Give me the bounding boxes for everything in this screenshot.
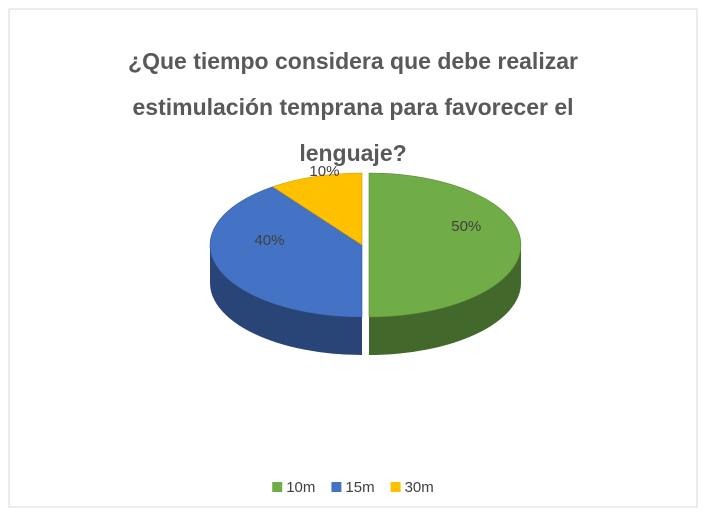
slice-side <box>210 245 362 355</box>
legend-swatch <box>272 482 283 492</box>
legend-label: 15m <box>345 479 374 496</box>
legend-label: 10m <box>286 479 315 496</box>
slice <box>209 186 363 318</box>
slice <box>368 172 522 318</box>
chart-title: ¿Que tiempo considera que debe realizar … <box>128 48 578 166</box>
legend-swatch <box>331 482 342 492</box>
legend-swatch <box>390 482 401 492</box>
slice-side <box>369 245 521 355</box>
slice <box>271 172 363 246</box>
data-label: 40% <box>254 232 284 249</box>
data-label: 50% <box>451 218 481 235</box>
data-label: 10% <box>309 163 339 180</box>
legend-label: 30m <box>405 479 434 496</box>
